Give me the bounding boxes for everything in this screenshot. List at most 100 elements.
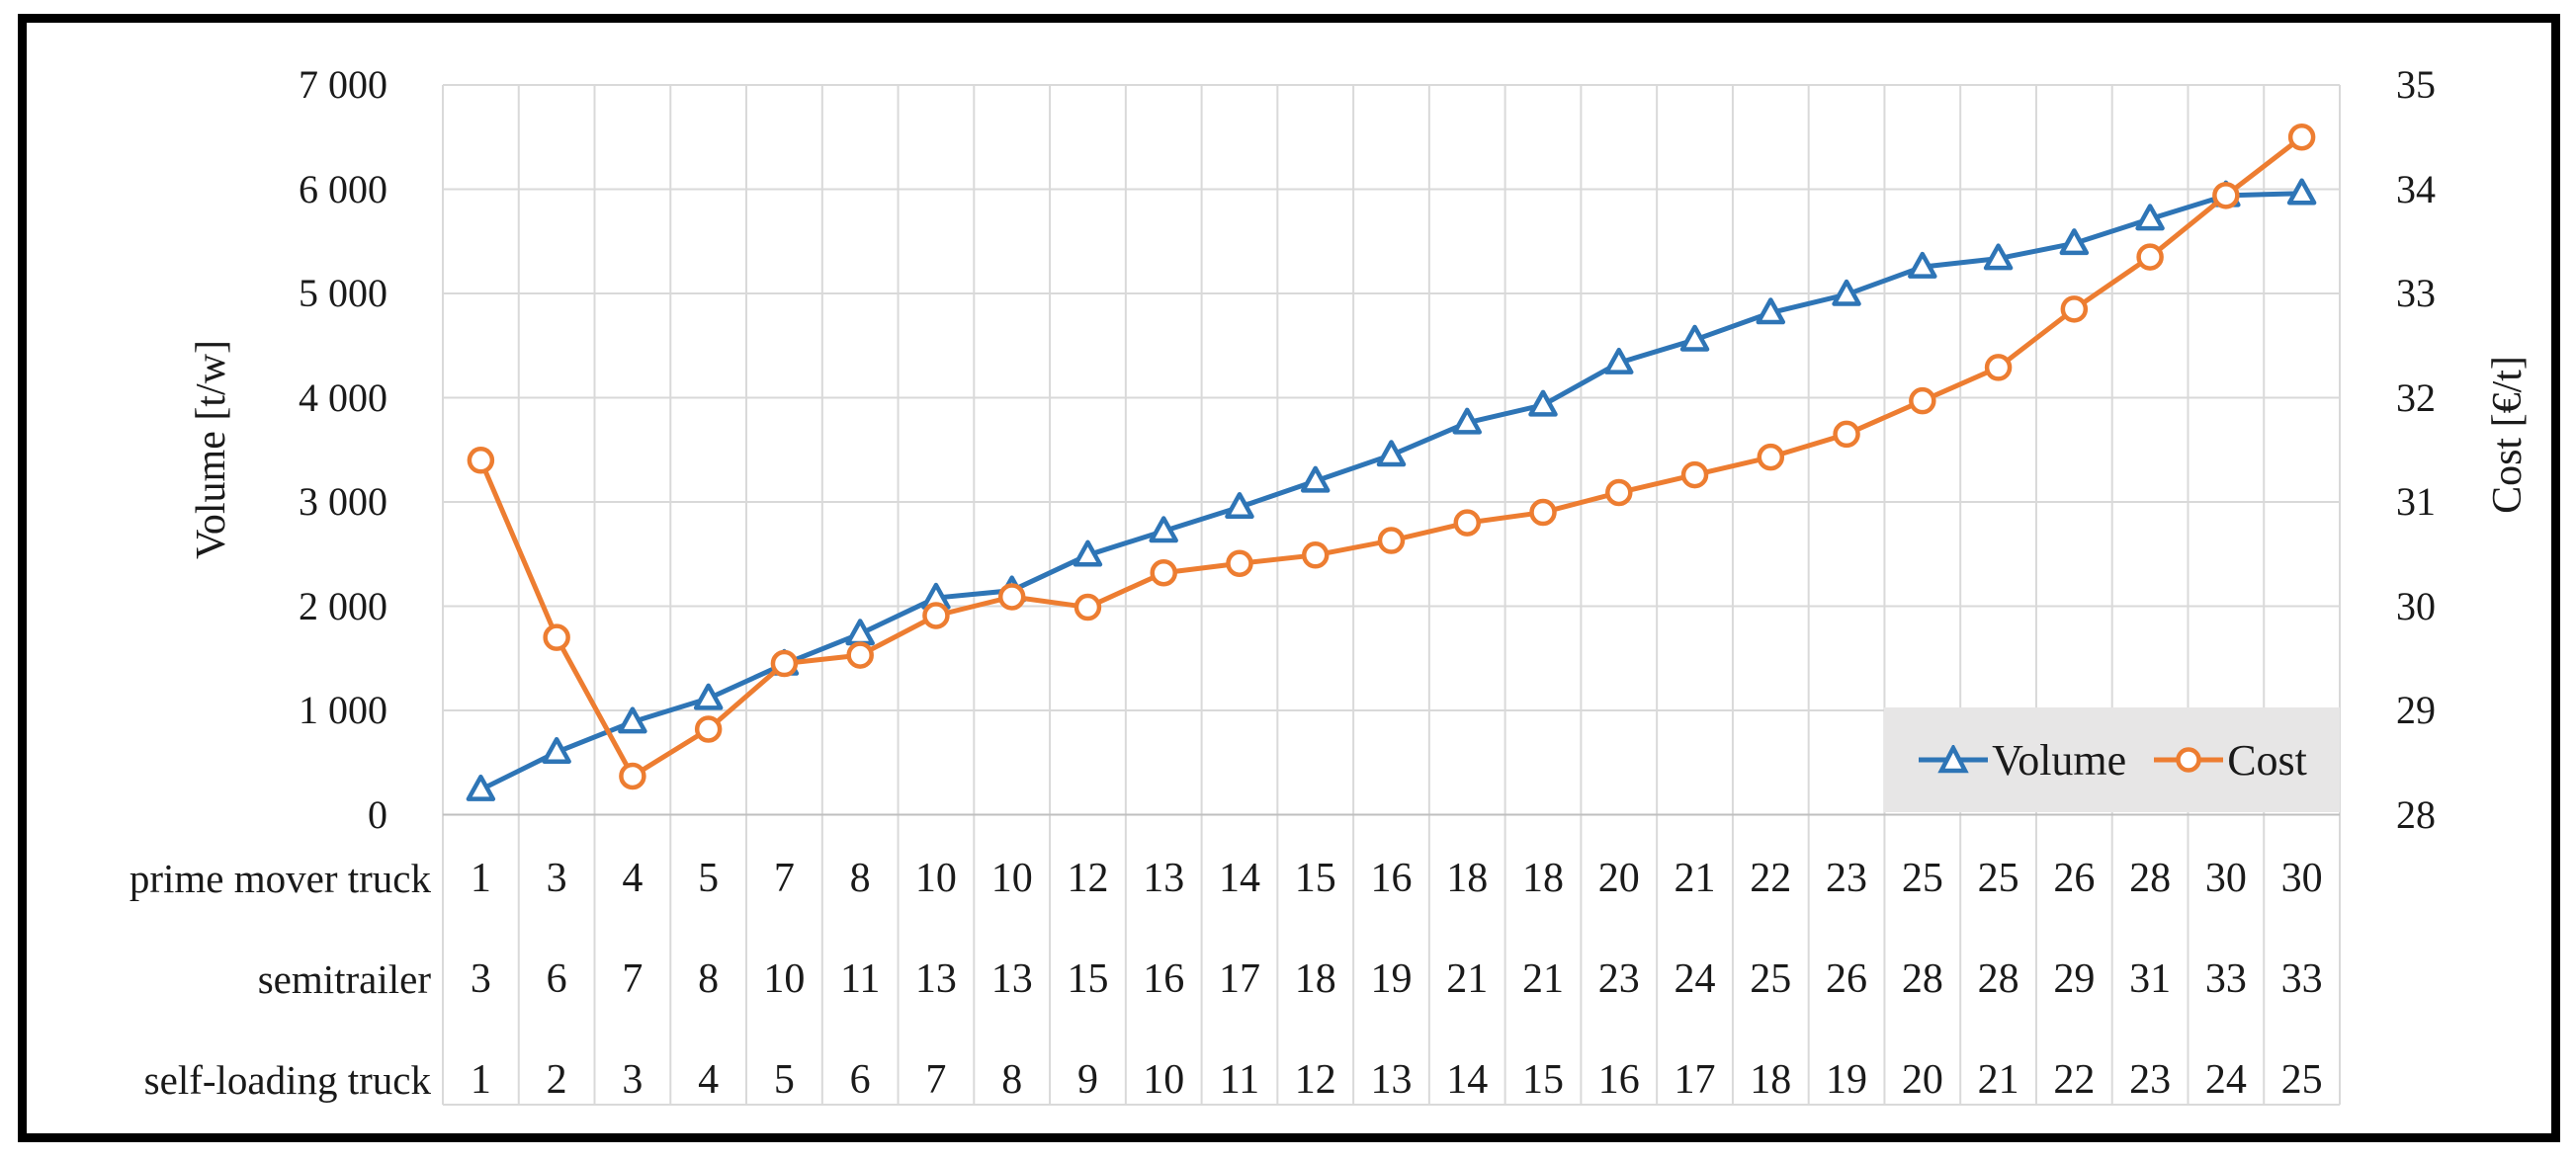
table-cell: 21: [1522, 956, 1564, 1002]
table-cell: 15: [1294, 856, 1336, 901]
table-cell: 28: [2129, 856, 2172, 901]
table-cell: 13: [990, 956, 1033, 1002]
cost-data-point-marker: [2287, 124, 2316, 151]
table-cell: 23: [1826, 856, 1868, 901]
volume-data-point-marker: [1679, 324, 1710, 352]
table-cell: 20: [1597, 856, 1640, 901]
table-cell: 3: [470, 956, 491, 1002]
table-cell: 30: [2204, 856, 2247, 901]
volume-data-point-marker: [1756, 297, 1786, 325]
right-axis-tick-label: 30: [2396, 583, 2436, 628]
volume-data-point-marker: [1908, 251, 1937, 279]
cost-data-point-marker: [997, 583, 1026, 611]
table-cell: 21: [1674, 856, 1716, 901]
table-cell: 13: [914, 956, 957, 1002]
table-cell: 12: [1067, 856, 1109, 901]
volume-series-marker-icon: [1919, 745, 1989, 774]
legend-item-volume: Volume: [1917, 735, 2126, 786]
volume-data-point-marker: [693, 683, 724, 710]
volume-data-point-marker: [466, 774, 496, 801]
table-cell: 5: [698, 856, 720, 901]
volume-data-point-marker: [1073, 539, 1103, 567]
left-axis-title: Volume [t/w]: [189, 339, 234, 560]
table-cell: 28: [1977, 956, 2019, 1002]
table-cell: 11: [1219, 1057, 1260, 1103]
volume-data-point-marker: [1983, 243, 2014, 271]
volume-data-point-marker: [1832, 279, 1861, 306]
volume-data-point-marker: [1300, 465, 1331, 493]
volume-data-point-marker: [2286, 178, 2317, 206]
table-cell: 6: [849, 1057, 871, 1103]
cost-data-point-marker: [922, 602, 950, 629]
volume-data-point-marker: [542, 736, 571, 764]
table-cell: 3: [546, 856, 567, 901]
table-cell: 31: [2129, 956, 2172, 1002]
right-axis-tick-label: 35: [2396, 62, 2436, 107]
table-cell: 14: [1218, 856, 1260, 901]
left-axis-tick-label: 1 000: [299, 688, 387, 732]
table-cell: 7: [773, 856, 795, 901]
legend-label-cost: Cost: [2227, 735, 2307, 785]
volume-data-point-marker: [618, 706, 647, 734]
table-cell: 13: [1143, 856, 1185, 901]
table-cell: 5: [773, 1057, 795, 1103]
table-cell: 21: [1446, 956, 1489, 1002]
table-cell: 3: [622, 1057, 644, 1103]
table-cell: 10: [1143, 1057, 1185, 1103]
cost-data-point-marker: [1984, 354, 2013, 381]
table-cell: 1: [470, 856, 491, 901]
left-axis-tick-label: 0: [368, 791, 387, 837]
right-axis-tick-label: 29: [2396, 688, 2436, 732]
cost-data-point-marker: [543, 623, 570, 651]
cost-data-point-marker: [1377, 527, 1406, 554]
table-cell: 8: [1001, 1057, 1023, 1103]
table-cell: 19: [1370, 956, 1413, 1002]
cost-data-point-marker: [1757, 443, 1785, 471]
row-label-prime-mover-truck: prime mover truck: [129, 856, 431, 901]
table-cell: 19: [1826, 1057, 1868, 1103]
right-axis-tick-label: 31: [2396, 479, 2436, 524]
cost-data-point-marker: [846, 641, 874, 669]
table-cell: 4: [698, 1057, 720, 1103]
table-cell: 14: [1446, 1057, 1489, 1103]
cost-data-point-marker: [694, 715, 723, 743]
cost-data-point-marker: [1301, 541, 1330, 569]
table-cell: 25: [1901, 856, 1943, 901]
table-cell: 7: [925, 1057, 947, 1103]
table-cell: 18: [1294, 956, 1336, 1002]
table-cell: 9: [1076, 1057, 1098, 1103]
left-axis-tick-label: 6 000: [299, 166, 387, 211]
table-cell: 29: [2053, 956, 2096, 1002]
table-cell: 16: [1143, 956, 1185, 1002]
table-cell: 2: [546, 1057, 567, 1103]
table-cell: 22: [1750, 856, 1792, 901]
volume-data-point-marker: [845, 619, 875, 646]
table-cell: 26: [1826, 956, 1868, 1002]
volume-data-point-marker: [2059, 228, 2090, 256]
table-cell: 23: [2129, 1057, 2172, 1103]
left-axis-tick-label: 7 000: [299, 62, 387, 107]
cost-data-point-marker: [2212, 182, 2240, 209]
cost-data-point-marker: [770, 649, 799, 678]
table-cell: 15: [1522, 1057, 1564, 1103]
cost-data-point-marker: [1453, 509, 1482, 537]
left-axis-tick-label: 2 000: [299, 583, 387, 628]
table-cell: 10: [990, 856, 1033, 901]
volume-data-point-marker: [1528, 389, 1558, 417]
left-axis-tick-label: 4 000: [299, 374, 387, 420]
table-cell: 12: [1294, 1057, 1336, 1103]
table-cell: 18: [1750, 1057, 1792, 1103]
right-axis-tick-label: 28: [2396, 791, 2436, 837]
volume-data-point-marker: [1149, 516, 1178, 543]
cost-data-point-marker: [2136, 243, 2164, 271]
legend-item-cost: Cost: [2152, 735, 2307, 786]
table-cell: 11: [839, 956, 881, 1002]
cost-data-point-marker: [1909, 386, 1936, 415]
left-axis-tick-label: 5 000: [299, 271, 387, 315]
cost-data-point-marker: [1529, 498, 1557, 527]
table-cell: 22: [2053, 1057, 2096, 1103]
right-axis-tick-label: 34: [2396, 166, 2436, 211]
chart-legend: Volume Cost: [1884, 707, 2340, 812]
